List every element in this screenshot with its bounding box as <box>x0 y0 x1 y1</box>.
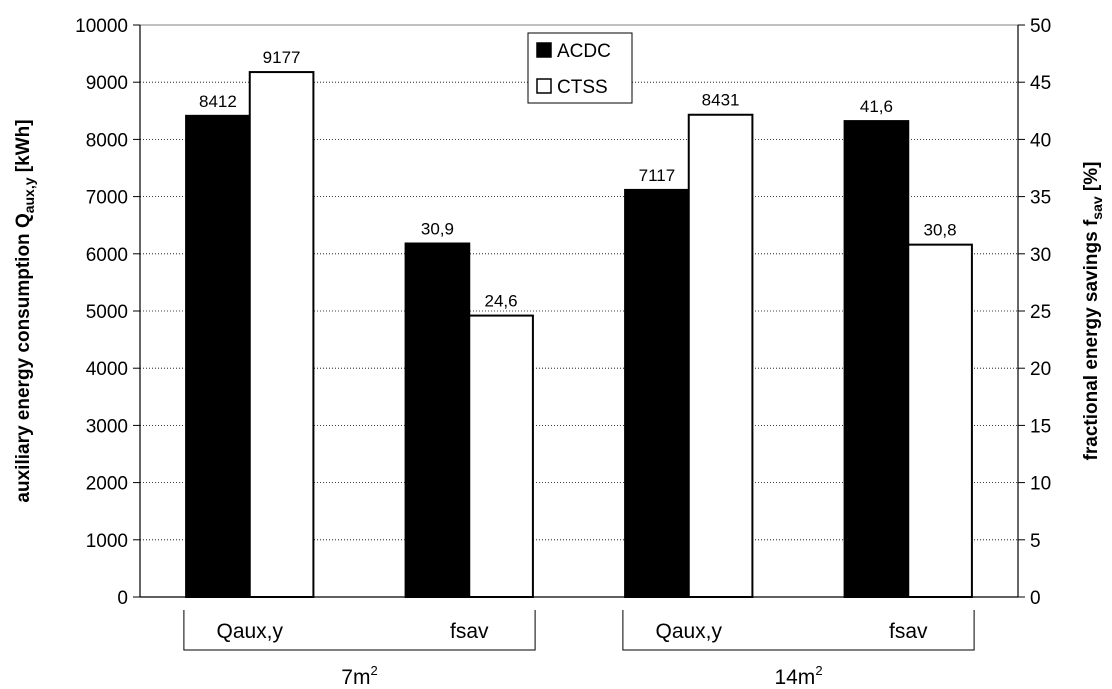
left-axis-tick-label: 8000 <box>86 130 128 151</box>
right-axis-tick-label: 0 <box>1030 588 1041 609</box>
bar-ctss <box>907 243 973 598</box>
legend-label-ctss: CTSS <box>557 77 608 98</box>
legend: ACDC CTSS <box>527 32 633 104</box>
group-label-base: 7m <box>341 666 370 689</box>
group-bracket <box>183 610 536 651</box>
legend-swatch-acdc <box>536 42 552 58</box>
legend-swatch-ctss <box>536 78 552 94</box>
category-label: Qaux,y <box>216 620 283 643</box>
bars <box>185 71 973 599</box>
bar-acdc <box>624 188 690 598</box>
group-labels: 7m2 14m2 <box>341 663 822 689</box>
category-label: fsav <box>450 620 489 643</box>
right-axis-tick-label: 20 <box>1030 359 1051 380</box>
left-axis-tick-label: 0 <box>117 588 128 609</box>
left-axis-tick-label: 7000 <box>86 188 128 209</box>
left-axis-tick-label: 3000 <box>86 416 128 437</box>
group-brackets <box>183 610 975 651</box>
category-labels: Qaux,y fsav Qaux,y fsav <box>216 620 928 643</box>
group-bracket <box>622 610 975 651</box>
right-axis-tick-label: 25 <box>1030 302 1051 323</box>
left-axis-tick-label: 6000 <box>86 245 128 266</box>
left-axis-title-unit: [kWh] <box>13 119 34 177</box>
data-label-ctss: 24,6 <box>485 292 518 311</box>
right-axis-tick-label: 10 <box>1030 474 1051 495</box>
group-label-base: 14m <box>774 666 815 689</box>
left-axis-title: auxiliary energy consumption Qaux,y [kWh… <box>13 119 37 502</box>
data-label-ctss: 30,8 <box>924 221 957 240</box>
group-label: 7m2 <box>341 663 377 689</box>
right-axis-tick-labels: 0 5 10 15 20 25 30 35 40 45 50 <box>1030 16 1051 609</box>
left-axis-tick-labels: 0 1000 2000 3000 4000 5000 6000 7000 8000 9000 100… <box>75 16 128 609</box>
data-label-ctss: 8431 <box>702 91 740 110</box>
data-label-acdc: 41,6 <box>860 97 893 116</box>
right-axis-title-sub: sav <box>1089 196 1105 220</box>
data-label-acdc: 7117 <box>639 166 676 185</box>
right-axis-title-unit: [%] <box>1081 162 1102 197</box>
left-axis-tick-label: 5000 <box>86 302 128 323</box>
left-axis-title-sub: aux,y <box>21 177 37 213</box>
bar-ctss <box>248 71 315 598</box>
left-axis-tick-label: 9000 <box>86 73 128 94</box>
left-axis-tick-label: 4000 <box>86 359 128 380</box>
right-axis-tick-label: 30 <box>1030 245 1051 266</box>
data-label-acdc: 8412 <box>199 92 237 111</box>
right-axis-title-main: fractional energy savings f <box>1081 219 1102 460</box>
category-label: Qaux,y <box>655 620 722 643</box>
bar-ctss <box>468 314 534 598</box>
right-axis-tick-label: 15 <box>1030 416 1051 437</box>
bar-acdc <box>843 120 910 598</box>
left-axis-title-main: auxiliary energy consumption Q <box>13 213 34 502</box>
axes <box>133 24 1025 598</box>
group-label: 14m2 <box>774 663 822 689</box>
bar-acdc <box>404 242 471 598</box>
left-axis-tick-label: 10000 <box>75 16 128 37</box>
left-axis-tick-label: 2000 <box>86 474 128 495</box>
data-label-acdc: 30,9 <box>421 220 454 239</box>
right-axis-tick-label: 5 <box>1030 531 1041 552</box>
group-label-sup: 2 <box>370 663 377 678</box>
right-axis-tick-label: 35 <box>1030 188 1051 209</box>
data-label-ctss: 9177 <box>263 48 301 67</box>
data-labels: 8412 9177 30,9 24,6 7117 8431 41,6 30,8 <box>199 48 957 311</box>
group-label-sup: 2 <box>815 663 822 678</box>
right-axis-tick-label: 40 <box>1030 130 1051 151</box>
left-axis-tick-label: 1000 <box>86 531 128 552</box>
right-axis-title: fractional energy savings fsav [%] <box>1081 162 1105 461</box>
right-axis-tick-label: 50 <box>1030 16 1051 37</box>
legend-label-acdc: ACDC <box>557 41 611 62</box>
bar-ctss <box>687 113 754 599</box>
bar-acdc <box>185 114 251 599</box>
right-axis-tick-label: 45 <box>1030 73 1051 94</box>
category-label: fsav <box>889 620 928 643</box>
